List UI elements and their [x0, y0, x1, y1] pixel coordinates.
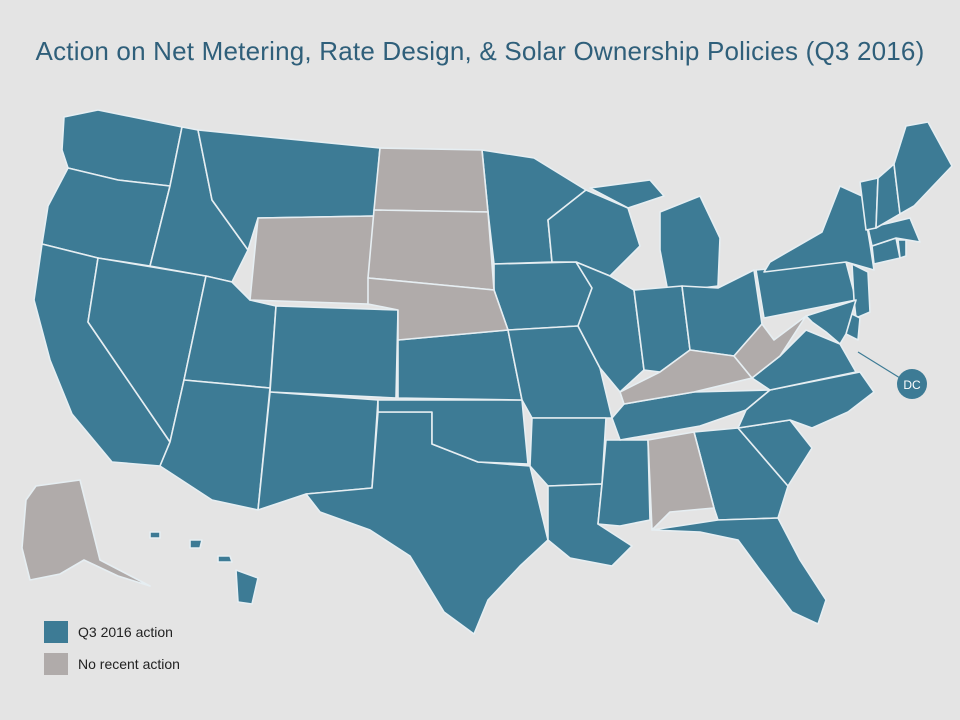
- dc-leader-line: [857, 351, 901, 379]
- state-ok: [377, 399, 529, 465]
- state-fl: [651, 517, 827, 625]
- state-ne: [367, 277, 509, 341]
- state-nc: [737, 371, 875, 429]
- state-nj: [851, 263, 871, 319]
- state-ms: [597, 439, 651, 527]
- state-hi: [149, 531, 259, 605]
- state-nd: [373, 147, 489, 213]
- legend-item-no-action: No recent action: [44, 653, 180, 675]
- state-ri: [897, 239, 907, 259]
- state-me: [893, 121, 953, 215]
- dc-label: DC: [903, 378, 921, 392]
- legend-item-action: Q3 2016 action: [44, 621, 180, 643]
- state-al: [647, 431, 715, 531]
- legend-label-no-action: No recent action: [78, 656, 180, 672]
- state-wy: [249, 215, 375, 305]
- state-ar: [529, 417, 607, 487]
- legend: Q3 2016 action No recent action: [44, 621, 180, 685]
- state-mi: [589, 179, 721, 293]
- state-ia: [493, 261, 593, 331]
- state-sd: [367, 209, 495, 291]
- dc-circle: [897, 369, 927, 399]
- states-layer: [21, 109, 953, 635]
- legend-swatch-action: [44, 621, 68, 643]
- state-ks: [397, 329, 523, 401]
- map-title: Action on Net Metering, Rate Design, & S…: [35, 36, 925, 66]
- state-co: [269, 305, 399, 399]
- state-wi: [547, 189, 641, 277]
- state-md: [805, 299, 857, 345]
- state-ak: [21, 479, 151, 587]
- state-wv: [733, 315, 807, 379]
- legend-label-action: Q3 2016 action: [78, 624, 173, 640]
- legend-swatch-no-action: [44, 653, 68, 675]
- state-ny: [763, 185, 875, 273]
- dc-marker: DC: [857, 351, 927, 399]
